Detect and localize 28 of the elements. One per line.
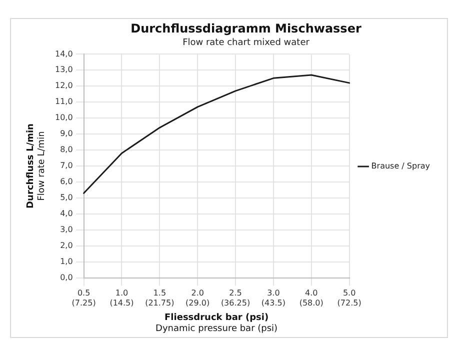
- x-tick-label: 0.5 (7.25): [72, 288, 96, 308]
- y-tick-label: 10,0: [55, 113, 73, 122]
- x-tick-label: 2.0 (29.0): [186, 288, 210, 308]
- x-tick-label: 5.0 (72.5): [337, 288, 362, 308]
- chart-title: Durchflussdiagramm Mischwasser: [130, 21, 362, 36]
- y-tick-label: 2,0: [60, 240, 73, 250]
- y-tick-label: 1,0: [60, 256, 73, 266]
- x-tick-label: 2.5 (36.25): [220, 288, 250, 308]
- y-tick-label: 7,0: [60, 161, 73, 170]
- y-tick-label: 13,0: [55, 65, 73, 74]
- x-tick-label: 3.0 (43.5): [261, 288, 286, 308]
- y-tick-label: 14,0: [55, 49, 73, 58]
- y-axis-title: Durchfluss L/min Flow rate L/min: [26, 124, 47, 208]
- y-tick-label: 6,0: [60, 177, 73, 186]
- y-tick-label: 0,0: [60, 272, 73, 282]
- legend-label: Brause / Spray: [371, 162, 430, 171]
- chart-subtitle: Flow rate chart mixed water: [182, 38, 310, 48]
- y-tick-label: 3,0: [60, 224, 73, 234]
- y-tick-label: 9,0: [60, 129, 73, 138]
- x-axis-title: Fliessdruck bar (psi) Dynamic pressure bar (psi): [156, 312, 278, 334]
- x-tick-label: 4.0 (58.0): [299, 288, 324, 308]
- y-tick-label: 11,0: [55, 97, 73, 106]
- x-tick-label: 1.5 (21.75): [145, 288, 174, 308]
- y-tick-label: 5,0: [60, 193, 73, 202]
- y-tick-label: 4,0: [60, 208, 73, 218]
- x-tick-label: 1.0 (14.5): [110, 288, 134, 308]
- y-tick-label: 12,0: [55, 81, 73, 90]
- y-tick-label: 8,0: [60, 145, 73, 154]
